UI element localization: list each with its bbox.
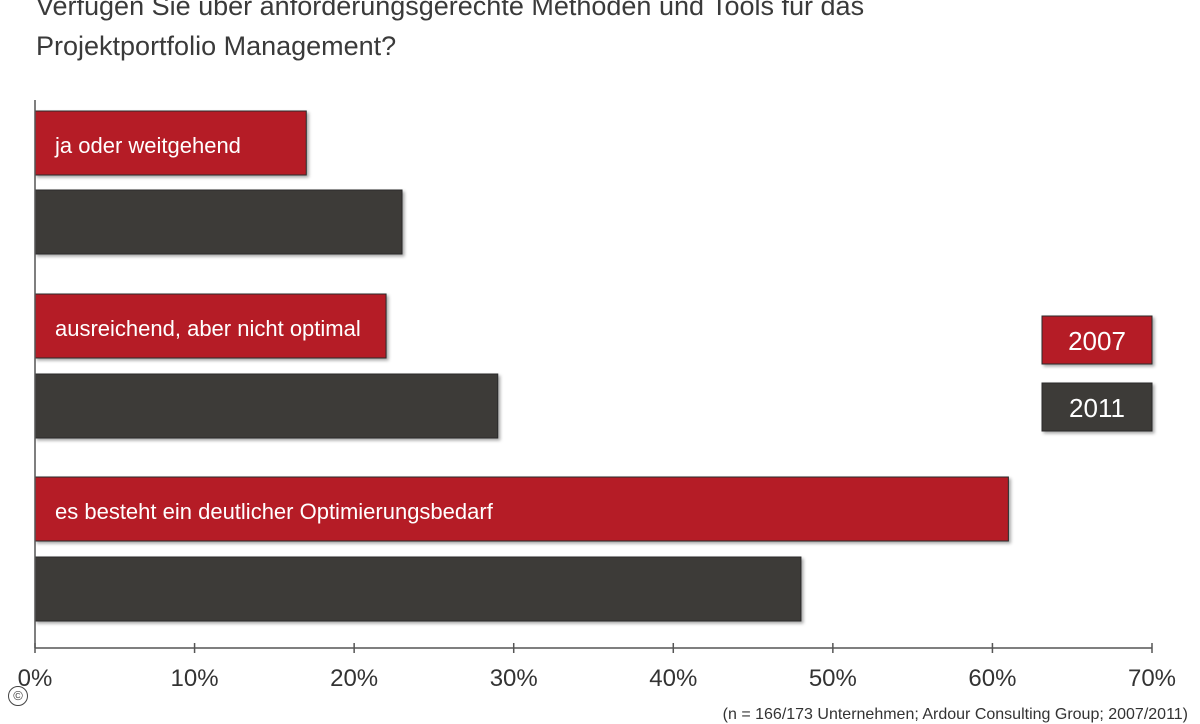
bar-2007-2 <box>34 476 1009 542</box>
x-tick-label-1: 10% <box>171 665 219 692</box>
copyright-icon: © <box>8 686 28 706</box>
chart-title: Verfügen Sie über anforderungsgerechte M… <box>36 0 1136 66</box>
category-label-0: ja oder weitgehend <box>54 133 241 158</box>
bars-layer: ja oder weitgehend ausreichend, aber nich… <box>34 110 1009 622</box>
bar-2011-0 <box>34 189 403 255</box>
chart-title-line-2: Projektportfolio Management? <box>36 31 397 61</box>
legend-label-2007: 2007 <box>1068 326 1126 356</box>
x-axis: 0% 10% 20% 30% 40% 50% 60% 70% <box>18 100 1176 692</box>
x-tick-label-2: 20% <box>330 665 378 692</box>
source-note: (n = 166/173 Unternehmen; Ardour Consult… <box>722 706 1188 723</box>
x-tick-label-5: 50% <box>809 665 857 692</box>
category-label-2: es besteht ein deutlicher Optimierungsbe… <box>55 499 494 524</box>
bar-2007-1 <box>34 293 387 359</box>
x-tick-label-3: 30% <box>490 665 538 692</box>
legend-label-2011: 2011 <box>1069 393 1125 423</box>
bar-2011-1 <box>34 373 499 439</box>
bar-2007-0 <box>34 110 307 176</box>
x-tick-label-6: 60% <box>968 665 1016 692</box>
bar-2011-2 <box>34 556 802 622</box>
x-tick-label-4: 40% <box>649 665 697 692</box>
legend: 2007 2011 <box>1041 315 1153 432</box>
x-tick-label-7: 70% <box>1128 665 1176 692</box>
legend-swatch-2011 <box>1041 382 1153 432</box>
category-label-1: ausreichend, aber nicht optimal <box>55 316 361 341</box>
legend-swatch-2007 <box>1041 315 1153 365</box>
chart-title-line-1: Verfügen Sie über anforderungsgerechte M… <box>36 0 865 21</box>
